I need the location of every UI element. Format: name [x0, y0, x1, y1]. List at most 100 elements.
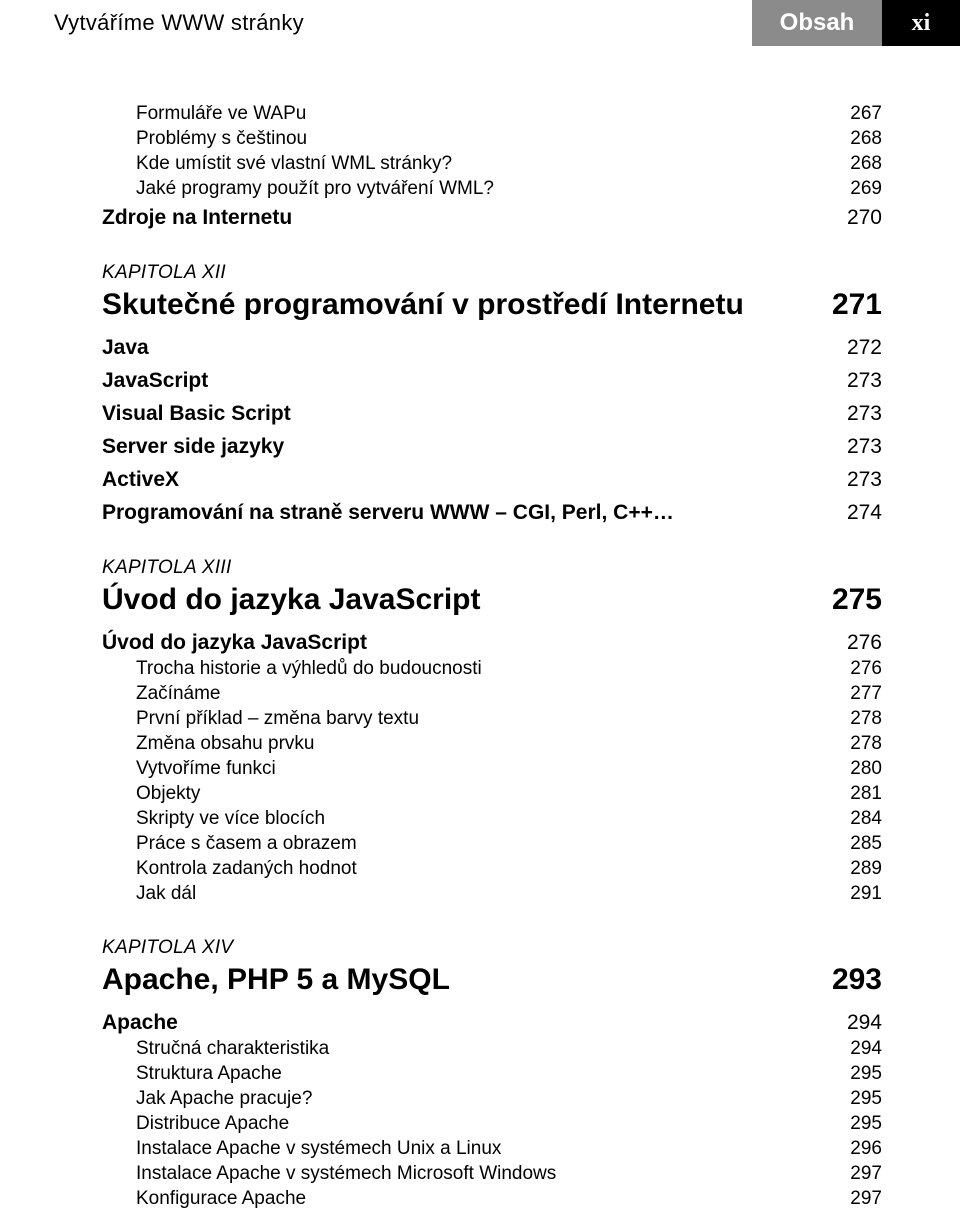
toc-page: 277 — [822, 683, 882, 705]
toc-subitem: Struktura Apache 295 — [102, 1063, 882, 1085]
toc-subitem: První příklad – změna barvy textu 278 — [102, 708, 882, 730]
toc-page: 296 — [822, 1138, 882, 1160]
toc-page: 295 — [822, 1088, 882, 1110]
toc-page: 273 — [822, 468, 882, 492]
toc-subitem: Konfigurace Apache 297 — [102, 1188, 882, 1210]
toc-label: Práce s časem a obrazem — [136, 833, 357, 855]
toc-page: 271 — [822, 288, 882, 322]
toc-page: 274 — [822, 501, 882, 525]
toc-page: 278 — [822, 708, 882, 730]
toc-section: ActiveX 273 — [102, 468, 882, 492]
toc-subitem: Kde umístit své vlastní WML stránky? 268 — [102, 153, 882, 175]
toc-subitem: Začínáme 277 — [102, 683, 882, 705]
toc-section: Visual Basic Script 273 — [102, 402, 882, 426]
toc-page: 294 — [822, 1038, 882, 1060]
toc-label: Java — [102, 336, 149, 360]
toc-label: Instalace Apache v systémech Unix a Linu… — [136, 1138, 501, 1160]
toc-label: Změna obsahu prvku — [136, 733, 315, 755]
chapter-title: Úvod do jazyka JavaScript 275 — [102, 583, 882, 617]
toc-label: JavaScript — [102, 369, 208, 393]
toc-label: Úvod do jazyka JavaScript — [102, 583, 481, 617]
header-section-label: Obsah — [752, 0, 882, 46]
toc-page: 270 — [822, 206, 882, 230]
toc-page: 294 — [822, 1011, 882, 1035]
chapter-title: Apache, PHP 5 a MySQL 293 — [102, 963, 882, 997]
toc-label: Stručná charakteristika — [136, 1038, 329, 1060]
toc-page: 273 — [822, 369, 882, 393]
toc-content: Formuláře ve WAPu 267 Problémy s češtino… — [0, 46, 960, 1210]
toc-page: 289 — [822, 858, 882, 880]
toc-label: Jak Apache pracuje? — [136, 1088, 312, 1110]
toc-label: Distribuce Apache — [136, 1113, 289, 1135]
toc-label: Jaké programy použít pro vytváření WML? — [136, 178, 494, 200]
toc-section: Server side jazyky 273 — [102, 435, 882, 459]
toc-label: Instalace Apache v systémech Microsoft W… — [136, 1163, 556, 1185]
chapter-label: KAPITOLA XII — [102, 262, 882, 284]
toc-page: 284 — [822, 808, 882, 830]
toc-page: 276 — [822, 658, 882, 680]
toc-label: Kontrola zadaných hodnot — [136, 858, 357, 880]
toc-label: Skripty ve více blocích — [136, 808, 325, 830]
toc-subitem: Vytvoříme funkci 280 — [102, 758, 882, 780]
toc-page: 293 — [822, 963, 882, 997]
toc-label: Formuláře ve WAPu — [136, 103, 306, 125]
toc-subitem: Jak Apache pracuje? 295 — [102, 1088, 882, 1110]
toc-subitem: Trocha historie a výhledů do budoucnosti… — [102, 658, 882, 680]
toc-section: Zdroje na Internetu 270 — [102, 206, 882, 230]
toc-label: Zdroje na Internetu — [102, 206, 292, 230]
toc-subitem: Změna obsahu prvku 278 — [102, 733, 882, 755]
toc-label: Vytvoříme funkci — [136, 758, 276, 780]
header-page-number: xi — [882, 0, 960, 46]
toc-label: Skutečné programování v prostředí Intern… — [102, 288, 744, 322]
toc-page: 272 — [822, 336, 882, 360]
toc-page: 291 — [822, 883, 882, 905]
toc-subitem: Problémy s češtinou 268 — [102, 128, 882, 150]
toc-section: Úvod do jazyka JavaScript 276 — [102, 631, 882, 655]
toc-subitem: Jak dál 291 — [102, 883, 882, 905]
toc-label: První příklad – změna barvy textu — [136, 708, 419, 730]
toc-label: Začínáme — [136, 683, 220, 705]
toc-subitem: Distribuce Apache 295 — [102, 1113, 882, 1135]
toc-label: Apache, PHP 5 a MySQL — [102, 963, 450, 997]
toc-section: Programování na straně serveru WWW – CGI… — [102, 501, 882, 525]
toc-page: 273 — [822, 435, 882, 459]
toc-subitem: Objekty 281 — [102, 783, 882, 805]
toc-section: Java 272 — [102, 336, 882, 360]
toc-page: 297 — [822, 1163, 882, 1185]
chapter-label: KAPITOLA XIII — [102, 557, 882, 579]
toc-label: Visual Basic Script — [102, 402, 291, 426]
toc-label: Objekty — [136, 783, 200, 805]
toc-page: 269 — [822, 178, 882, 200]
toc-label: Apache — [102, 1011, 178, 1035]
toc-page: 297 — [822, 1188, 882, 1210]
toc-page: 280 — [822, 758, 882, 780]
toc-page: 281 — [822, 783, 882, 805]
toc-page: 275 — [822, 583, 882, 617]
chapter-label: KAPITOLA XIV — [102, 937, 882, 959]
toc-page: 295 — [822, 1063, 882, 1085]
toc-subitem: Jaké programy použít pro vytváření WML? … — [102, 178, 882, 200]
toc-section: Apache 294 — [102, 1011, 882, 1035]
toc-label: Programování na straně serveru WWW – CGI… — [102, 501, 674, 525]
toc-page: 278 — [822, 733, 882, 755]
toc-label: ActiveX — [102, 468, 179, 492]
toc-subitem: Instalace Apache v systémech Microsoft W… — [102, 1163, 882, 1185]
toc-label: Jak dál — [136, 883, 196, 905]
toc-section: JavaScript 273 — [102, 369, 882, 393]
toc-label: Úvod do jazyka JavaScript — [102, 631, 367, 655]
toc-page: 295 — [822, 1113, 882, 1135]
toc-label: Trocha historie a výhledů do budoucnosti — [136, 658, 482, 680]
toc-page: 268 — [822, 128, 882, 150]
toc-subitem: Instalace Apache v systémech Unix a Linu… — [102, 1138, 882, 1160]
toc-page: 267 — [822, 103, 882, 125]
toc-page: 285 — [822, 833, 882, 855]
toc-subitem: Stručná charakteristika 294 — [102, 1038, 882, 1060]
page-header: Vytváříme WWW stránky Obsah xi — [0, 0, 960, 46]
toc-subitem: Práce s časem a obrazem 285 — [102, 833, 882, 855]
toc-subitem: Kontrola zadaných hodnot 289 — [102, 858, 882, 880]
toc-subitem: Formuláře ve WAPu 267 — [102, 103, 882, 125]
header-book-title: Vytváříme WWW stránky — [0, 0, 752, 46]
toc-label: Kde umístit své vlastní WML stránky? — [136, 153, 452, 175]
toc-label: Struktura Apache — [136, 1063, 282, 1085]
toc-page: 273 — [822, 402, 882, 426]
